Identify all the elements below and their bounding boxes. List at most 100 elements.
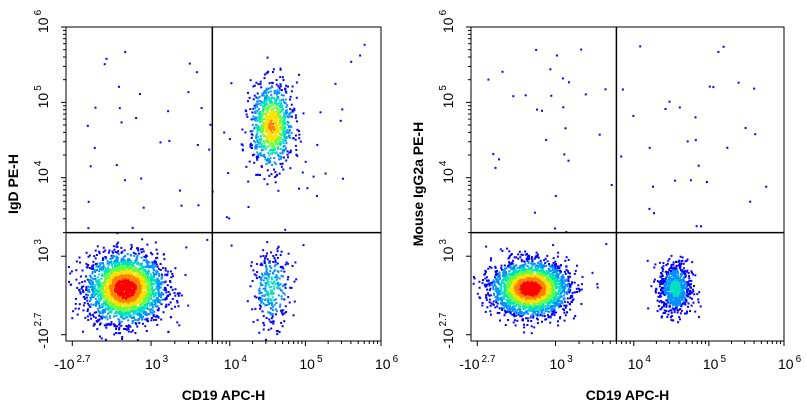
event-dot [271, 114, 274, 117]
event-dot [295, 278, 298, 281]
event-dot [144, 293, 147, 296]
event-dot [142, 287, 144, 290]
event-dot [251, 144, 253, 147]
event-dot [136, 254, 139, 257]
event-dot [259, 127, 262, 129]
event-dot [552, 312, 555, 315]
event-dot [110, 279, 113, 282]
event-dot [119, 296, 122, 299]
event-dot [150, 283, 153, 286]
event-dot [146, 280, 149, 283]
event-dot [121, 287, 124, 290]
event-dot [95, 280, 98, 283]
event-dot [120, 298, 123, 301]
event-dot [539, 269, 542, 272]
event-dot [140, 310, 143, 313]
event-dot [280, 155, 283, 158]
event-dot [127, 294, 130, 297]
event-dot [107, 312, 110, 315]
event-dot [253, 104, 256, 107]
event-dot [131, 290, 134, 292]
event-dot [150, 301, 153, 304]
event-dot [143, 308, 146, 311]
event-dot [277, 146, 280, 149]
event-dot [274, 308, 277, 311]
event-dot [279, 142, 282, 145]
event-dot [504, 311, 507, 314]
event-dot [97, 280, 100, 283]
event-dot [284, 147, 287, 150]
event-dot [284, 305, 287, 308]
event-dot [128, 299, 131, 302]
event-dot [265, 96, 268, 99]
event-dot [97, 307, 100, 310]
event-dot [253, 161, 256, 164]
event-dot [158, 275, 161, 277]
event-dot [275, 330, 278, 333]
event-dot [121, 289, 124, 292]
event-dot [596, 286, 599, 289]
event-dot [180, 204, 183, 207]
event-dot [260, 291, 263, 294]
event-dot [271, 309, 274, 311]
event-dot [113, 303, 115, 306]
event-dot [273, 99, 276, 102]
event-dot [135, 294, 138, 297]
event-dot [142, 206, 145, 209]
event-dot [264, 298, 267, 301]
event-dot [276, 286, 279, 289]
event-dot [150, 294, 153, 297]
event-dot [282, 116, 285, 118]
event-dot [113, 283, 116, 286]
event-dot [169, 281, 172, 284]
event-dot [261, 124, 263, 127]
event-dot [105, 324, 108, 327]
event-dot [105, 298, 108, 301]
event-dot [488, 294, 491, 297]
event-dot [272, 97, 275, 100]
event-dot [496, 270, 498, 272]
event-dot [91, 270, 94, 273]
event-dot [148, 265, 151, 268]
event-dot [127, 328, 130, 331]
event-dot [253, 295, 256, 298]
event-dot [273, 127, 275, 130]
event-dot [120, 251, 123, 254]
event-dot [130, 243, 133, 246]
event-dot [134, 307, 137, 310]
event-dot [91, 267, 94, 270]
event-dot [490, 302, 493, 305]
x-tick-label: -10 2.7 [54, 354, 91, 372]
event-dot [113, 260, 116, 262]
event-dot [152, 315, 155, 318]
event-dot [113, 248, 116, 251]
event-dot [256, 100, 258, 103]
event-dot [151, 290, 154, 293]
event-dot [250, 261, 253, 264]
event-dot [270, 122, 273, 124]
event-dot [574, 269, 577, 272]
event-dot [120, 278, 122, 281]
event-dot [287, 276, 290, 278]
event-dot [269, 144, 272, 147]
event-dot [108, 303, 111, 306]
event-dot [267, 273, 270, 276]
event-dot [158, 282, 161, 285]
event-dot [127, 279, 130, 282]
event-dot [89, 278, 92, 281]
event-dot [176, 321, 179, 324]
event-dot [147, 271, 149, 274]
event-dot [315, 195, 318, 197]
event-dot [268, 302, 271, 305]
event-dot [247, 91, 249, 94]
event-dot [133, 261, 136, 264]
event-dot [273, 288, 275, 291]
event-dot [489, 310, 492, 313]
event-dot [269, 269, 272, 272]
event-dot [74, 297, 77, 300]
event-dot [132, 301, 135, 304]
event-dot [266, 124, 269, 127]
event-dot [276, 92, 279, 95]
event-dot [278, 140, 281, 143]
event-dot [164, 267, 167, 270]
